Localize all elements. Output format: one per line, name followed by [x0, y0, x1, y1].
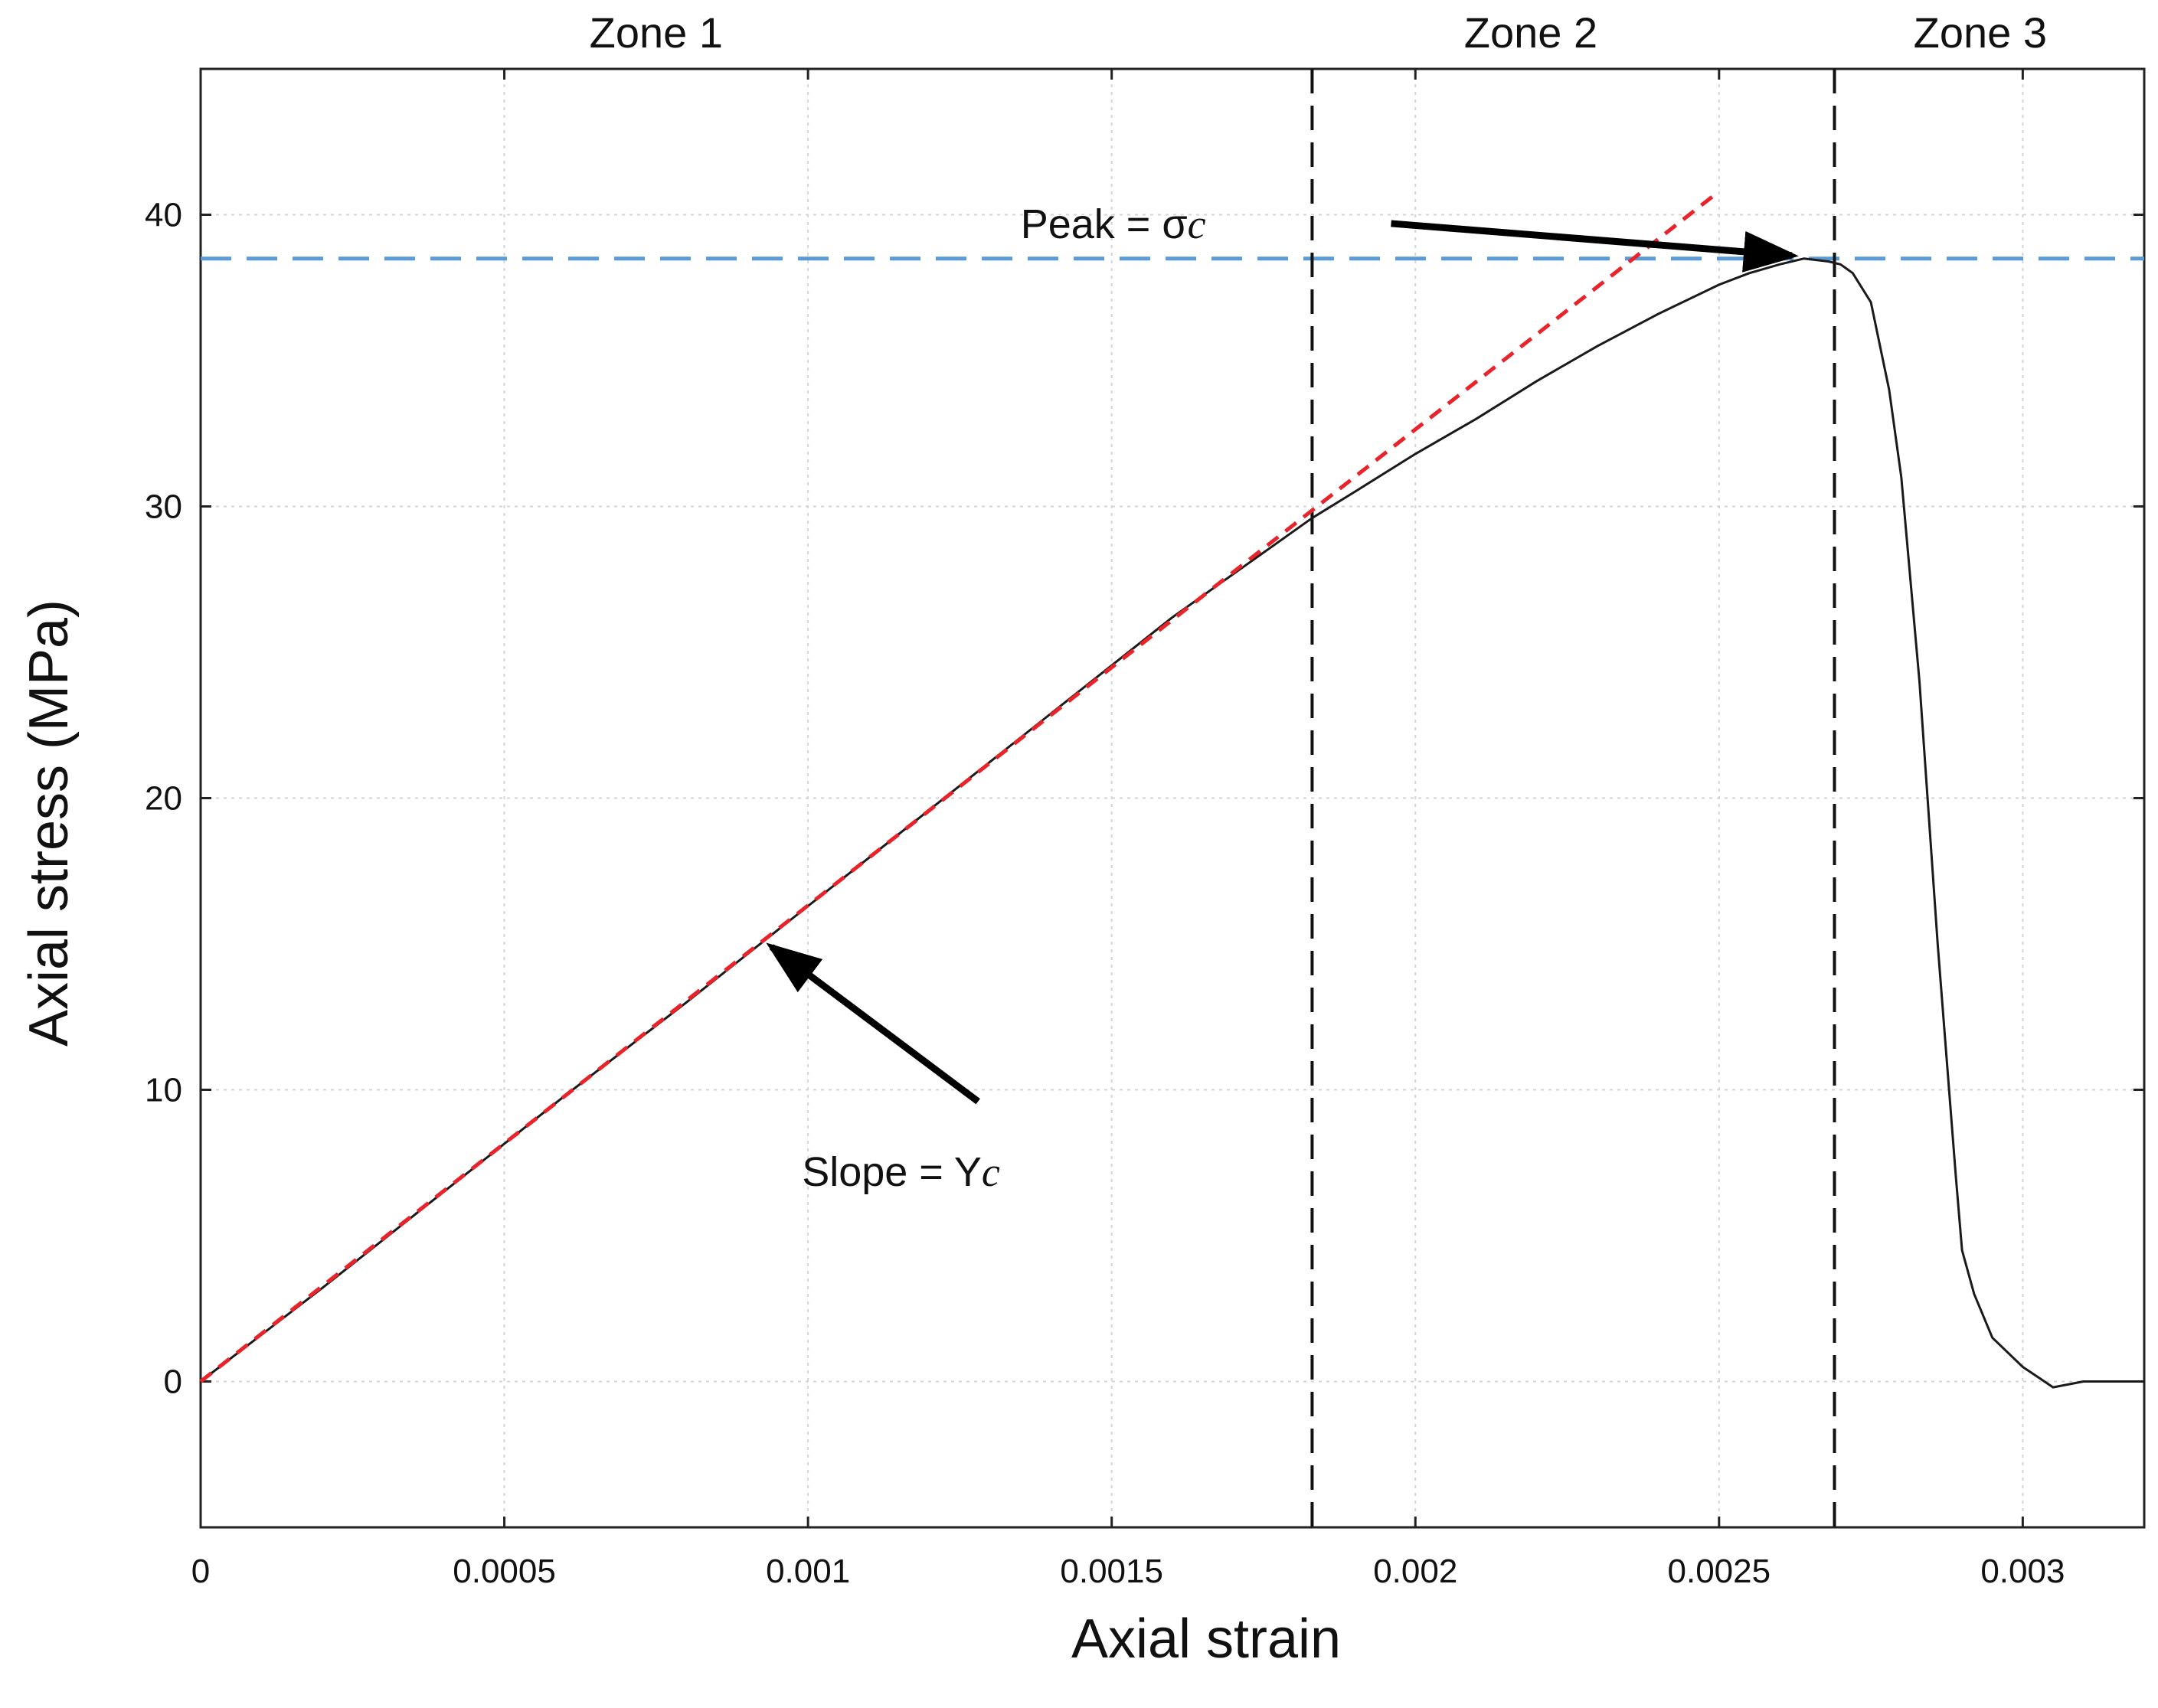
annotation-subscript: c	[982, 1149, 1000, 1195]
x-tick-label: 0.0025	[1668, 1553, 1771, 1590]
annotation-text: Slope = Y	[802, 1149, 982, 1195]
stress-strain-curve	[200, 257, 2144, 1389]
zone-label: Zone 2	[1464, 8, 1597, 57]
y-tick-label: 20	[145, 780, 182, 818]
y-tick-label: 0	[164, 1363, 182, 1401]
x-tick-label: 0.0005	[453, 1553, 556, 1590]
x-tick-label: 0	[191, 1553, 210, 1590]
annotation-subscript: c	[1188, 201, 1206, 247]
x-tick-label: 0.003	[1980, 1553, 2065, 1590]
x-tick-label: 0.0015	[1060, 1553, 1163, 1590]
annotation-arrow	[766, 942, 980, 1105]
x-tick-label: 0.001	[766, 1553, 850, 1590]
x-axis-title: Axial strain	[1071, 1608, 1341, 1670]
y-tick-label: 10	[145, 1072, 182, 1109]
x-tick-label: 0.002	[1373, 1553, 1457, 1590]
annotation-label: Slope = Yc	[802, 1149, 1000, 1195]
zone-label: Zone 1	[590, 8, 723, 57]
zone-label: Zone 3	[1914, 8, 2047, 57]
annotation-label: Peak = σc	[1021, 201, 1206, 247]
zone-labels: Zone 1 Zone 2 Zone 3	[590, 8, 2047, 57]
annotation-text: Peak = σ	[1021, 201, 1188, 247]
y-tick-label: 40	[145, 197, 182, 234]
grid	[200, 69, 2144, 1527]
axis-ticks: 0 0.0005 0.001 0.0015 0.002 0.0025 0.003 0 10 20 3…	[145, 69, 2144, 1590]
y-tick-label: 30	[145, 488, 182, 526]
y-axis-title: Axial stress (MPa)	[18, 599, 80, 1047]
annotation-arrow	[1391, 220, 1799, 273]
